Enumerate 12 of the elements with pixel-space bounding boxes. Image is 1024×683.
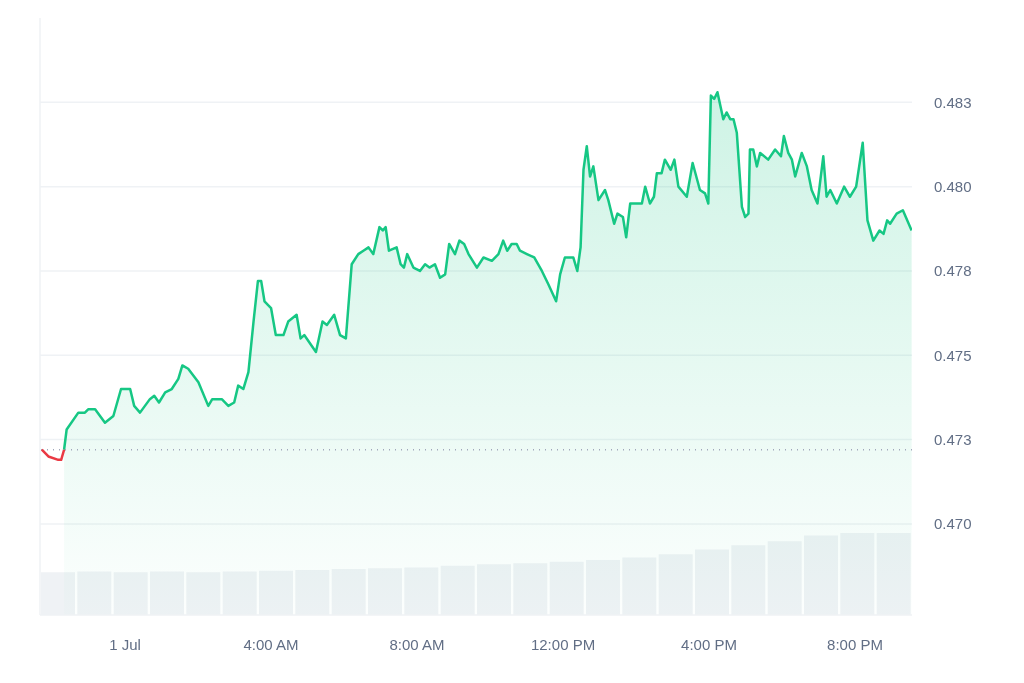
y-tick-label: 0.478 (934, 262, 972, 280)
x-tick-label: 4:00 PM (681, 635, 737, 653)
x-tick-label: 8:00 PM (827, 635, 883, 653)
x-tick-label: 8:00 AM (389, 635, 445, 653)
x-tick-label: 4:00 AM (243, 635, 299, 653)
y-tick-label: 0.473 (934, 430, 972, 448)
y-tick-label: 0.470 (934, 515, 972, 533)
y-tick-label: 0.483 (934, 93, 972, 111)
y-tick-label: 0.475 (934, 346, 972, 364)
y-tick-label: 0.480 (934, 177, 972, 195)
x-tick-label: 1 Jul (109, 635, 141, 653)
x-tick-label: 12:00 PM (530, 635, 596, 653)
